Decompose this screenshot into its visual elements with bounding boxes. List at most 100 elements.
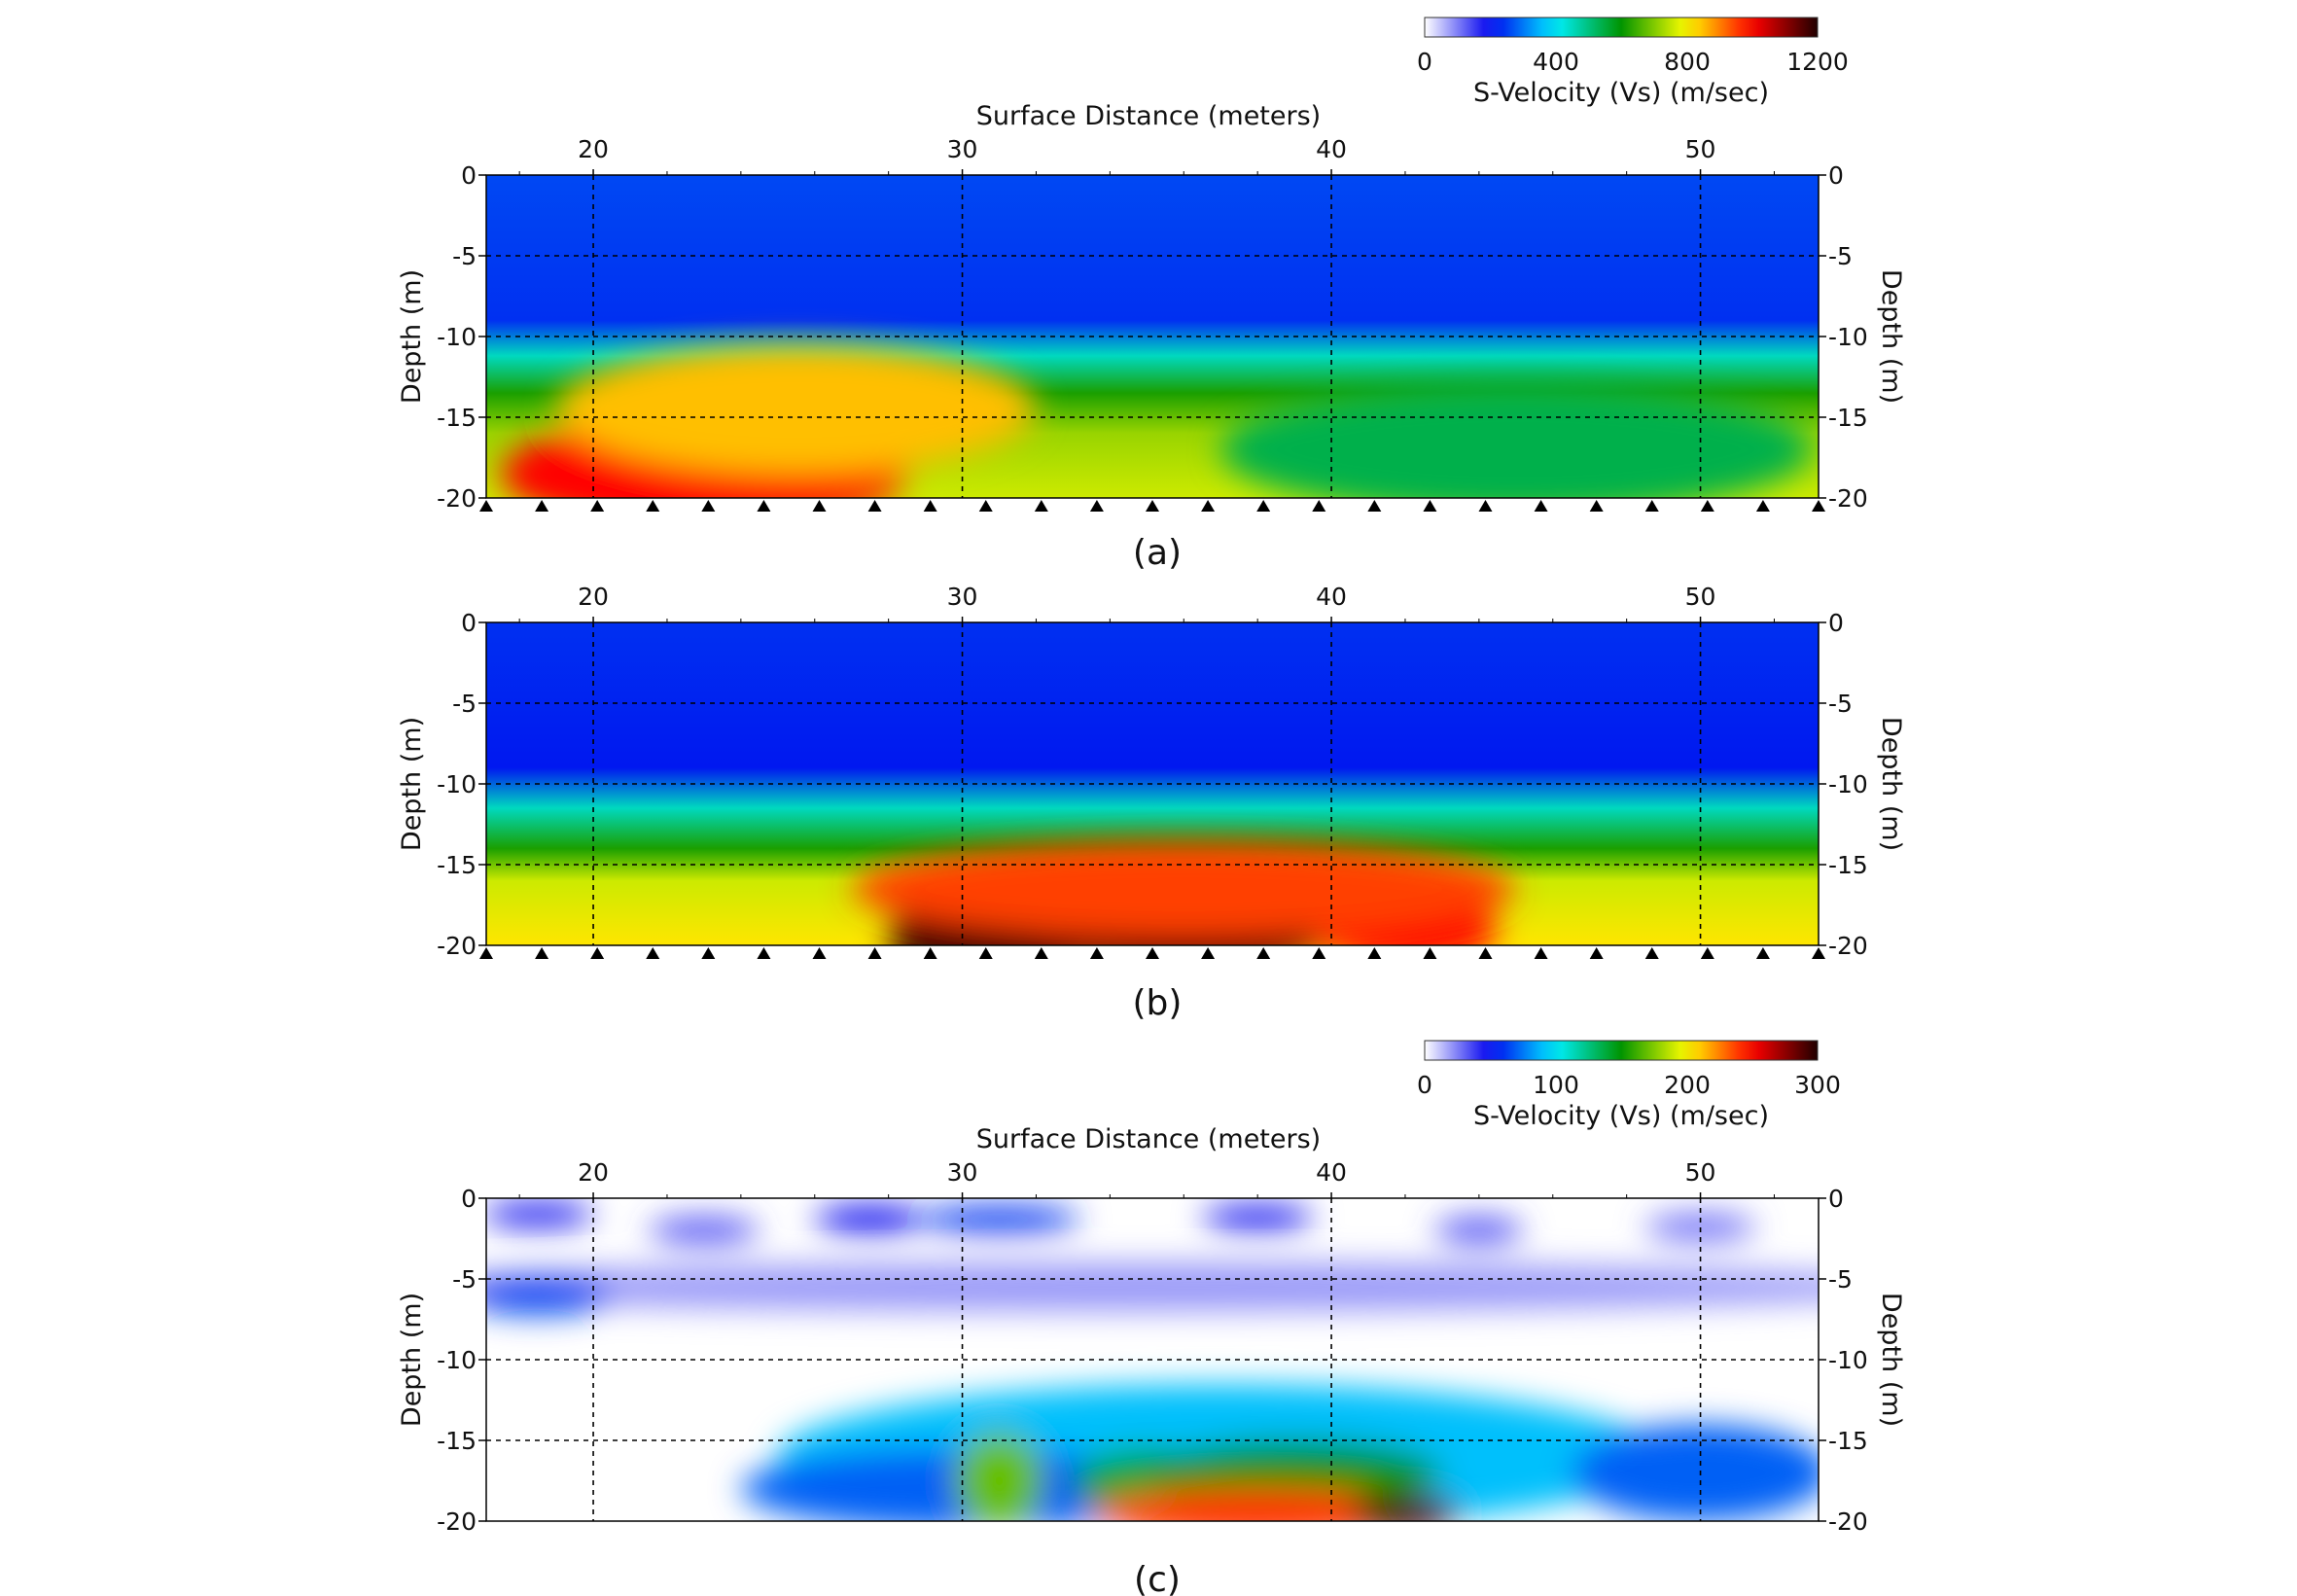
y-tick-label-right: -20	[1828, 1507, 1868, 1536]
colorbar-tick: 300	[1794, 1071, 1841, 1099]
y-tick-label-right: -20	[1828, 932, 1868, 960]
geophone-marker	[812, 947, 827, 959]
geophone-marker	[1089, 947, 1104, 959]
geophone-marker	[1146, 500, 1159, 512]
geophone-marker	[1755, 500, 1770, 512]
y-tick-label-left: -10	[437, 1346, 477, 1374]
y-tick-label-left: -5	[452, 690, 477, 718]
geophone-marker	[1644, 947, 1659, 959]
geophone-marker	[1312, 500, 1326, 512]
geophone-marker	[590, 947, 605, 959]
caption-c: (c)	[1134, 1560, 1181, 1596]
geophone-marker	[1644, 500, 1659, 512]
caption-a: (a)	[1133, 533, 1182, 573]
velocity-anomaly	[486, 1275, 613, 1315]
colorbar-tick: 200	[1664, 1071, 1711, 1099]
colorbar-tick: 400	[1533, 48, 1579, 76]
y-axis-title-left: Depth (m)	[397, 717, 427, 851]
geophone-marker	[1700, 500, 1714, 512]
y-tick-label-right: 0	[1828, 1185, 1844, 1213]
geophone-marker	[646, 947, 660, 959]
geophone-marker	[1367, 500, 1382, 512]
y-tick-label-left: -20	[437, 1507, 477, 1536]
y-tick-label-right: -15	[1828, 851, 1868, 879]
colorbar-label: S-Velocity (Vs) (m/sec)	[1473, 78, 1769, 108]
geophone-marker	[1201, 947, 1216, 959]
x-tick-label: 20	[578, 1158, 609, 1187]
velocity-field	[486, 1198, 1819, 1521]
colorbar-gradient	[1424, 1040, 1819, 1061]
colorbar-bottom: 0 100 200 300 S-Velocity (Vs) (m/sec)	[1417, 1040, 1841, 1131]
velocity-anomaly	[814, 1206, 926, 1232]
geophone-marker	[1423, 500, 1437, 512]
x-tick-label: 50	[1685, 135, 1716, 163]
y-axis-title-right: Depth (m)	[1876, 269, 1906, 404]
y-axis-title-right: Depth (m)	[1876, 1293, 1906, 1427]
velocity-anomaly	[851, 840, 1516, 938]
geophone-marker	[1589, 500, 1604, 512]
y-tick-label-left: -5	[452, 242, 477, 270]
geophone-marker	[812, 500, 827, 512]
geophone-marker	[867, 500, 882, 512]
geophone-marker	[1534, 947, 1548, 959]
y-tick-label-right: -20	[1828, 484, 1868, 513]
y-tick-label-right: -10	[1828, 770, 1868, 798]
velocity-anomaly	[918, 1206, 1080, 1232]
geophone-marker	[978, 947, 993, 959]
velocity-anomaly	[1434, 1217, 1524, 1244]
geophone-marker	[1534, 500, 1548, 512]
geophone-marker	[1755, 947, 1770, 959]
geophone-marker	[923, 947, 937, 959]
colorbar-tick: 1200	[1786, 48, 1849, 76]
x-tick-label: 40	[1316, 583, 1347, 611]
geophone-marker	[1034, 947, 1048, 959]
geophone-marker	[1812, 947, 1825, 959]
geophone-marker	[923, 500, 937, 512]
velocity-anomaly	[1202, 1206, 1314, 1229]
geophone-marker	[479, 500, 493, 512]
y-tick-label-left: -20	[437, 932, 477, 960]
velocity-anomaly	[556, 344, 1037, 475]
y-tick-label-left: -10	[437, 323, 477, 351]
colorbar-tick: 0	[1417, 1071, 1432, 1099]
x-tick-label: 50	[1685, 583, 1716, 611]
geophone-marker	[1812, 500, 1825, 512]
geophone-marker	[1478, 500, 1493, 512]
geophone-marker	[590, 500, 605, 512]
y-tick-label-right: 0	[1828, 609, 1844, 637]
geophone-marker	[757, 947, 771, 959]
velocity-anomaly	[486, 1202, 594, 1226]
y-axis-title-right: Depth (m)	[1876, 717, 1906, 851]
colorbar-label: S-Velocity (Vs) (m/sec)	[1473, 1101, 1769, 1131]
colorbar-top: 0 400 800 1200 S-Velocity (Vs) (m/sec)	[1417, 17, 1849, 108]
colorbar-gradient	[1424, 17, 1819, 38]
y-tick-label-left: -15	[437, 404, 477, 432]
geophone-marker	[1312, 947, 1326, 959]
velocity-field	[486, 175, 1819, 498]
x-tick-label: 50	[1685, 1158, 1716, 1187]
geophone-marker	[1256, 500, 1271, 512]
velocity-anomaly	[1644, 1214, 1756, 1241]
y-axis-title-left: Depth (m)	[397, 269, 427, 404]
geophone-marker	[701, 947, 716, 959]
geophone-marker	[1478, 947, 1493, 959]
geophone-marker	[1256, 947, 1271, 959]
panel-c: 20 30 40 50 0 0 -5 -5 -10 -10 -15 -15 -20 -20 Depth (m…	[397, 1124, 1906, 1536]
geophone-marker	[1367, 947, 1382, 959]
caption-b: (b)	[1133, 983, 1183, 1023]
y-tick-label-right: -10	[1828, 323, 1868, 351]
y-tick-label-left: -15	[437, 1427, 477, 1455]
y-tick-label-left: -5	[452, 1265, 477, 1294]
x-tick-label: 20	[578, 135, 609, 163]
y-tick-label-right: -5	[1828, 1265, 1853, 1294]
x-tick-label: 30	[947, 135, 978, 163]
geophone-marker	[1201, 500, 1216, 512]
geophone-marker	[535, 500, 549, 512]
geophone-marker	[1034, 500, 1048, 512]
y-tick-label-left: 0	[461, 1185, 477, 1213]
geophone-marker	[701, 500, 716, 512]
panel-b: 20 30 40 50 0 0 -5 -5 -10 -10 -15 -15 -20 -20 Depth (m…	[397, 583, 1906, 960]
velocity-anomaly	[954, 1432, 1044, 1521]
x-tick-label: 40	[1316, 1158, 1347, 1187]
